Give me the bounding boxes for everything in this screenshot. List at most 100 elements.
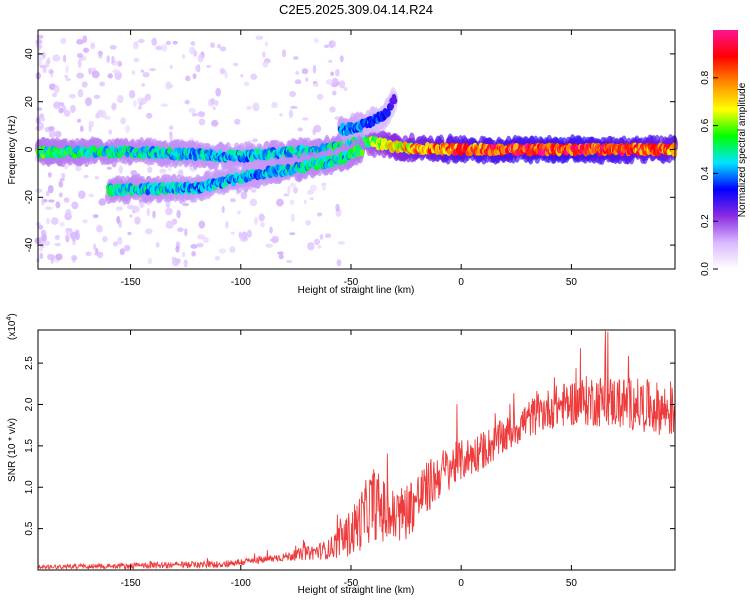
x-tick-label: -50 — [344, 578, 359, 589]
spectrogram-speckle — [108, 129, 112, 135]
snr-series-line — [37, 330, 676, 571]
spectrogram-speckle — [331, 90, 337, 96]
spectrogram-speckle — [243, 81, 250, 87]
spectrogram-speckle — [286, 259, 293, 264]
spectrogram-speckle — [93, 94, 101, 99]
spectrogram-marks — [34, 34, 678, 268]
snr-marks — [37, 330, 676, 571]
spectrogram-speckle — [124, 244, 131, 252]
snr-scale-prefix: (x10 — [7, 320, 18, 340]
spectrogram-speckle — [224, 70, 228, 79]
spectrogram-speckle — [250, 73, 258, 80]
spectrogram-speckle — [181, 54, 186, 59]
x-tick-label: 50 — [566, 578, 578, 589]
spectrogram-speckle — [155, 242, 160, 248]
spectrogram-speckle — [325, 79, 333, 85]
spectrogram-speckle — [88, 120, 94, 128]
spectrogram-speckle — [221, 205, 225, 214]
spectrogram-speckle — [234, 118, 241, 125]
spectrogram-speckle — [328, 59, 333, 64]
spectrogram-speckle — [55, 253, 63, 261]
spectrogram-speckle — [48, 129, 56, 139]
colorbar-gradient — [713, 30, 738, 269]
spectrogram-speckle — [59, 221, 65, 227]
spectrogram-cell — [671, 142, 677, 150]
spectrogram-speckle — [165, 207, 173, 216]
colorbar-label: Normalized spectral amplitude — [737, 82, 748, 217]
spectrogram-speckle — [319, 234, 324, 240]
spectrogram-speckle — [102, 235, 108, 243]
spectrogram-speckle — [71, 201, 79, 210]
figure-title: C2E5.2025.309.04.14.R24 — [279, 2, 433, 17]
spectrogram-speckle — [219, 46, 227, 52]
spectrogram-speckle — [168, 84, 173, 88]
spectrogram-speckle — [329, 40, 333, 49]
spectrogram-speckle — [118, 165, 123, 174]
spectrogram-speckle — [316, 212, 323, 217]
spectrogram-speckle — [165, 40, 171, 45]
spectrogram-speckle — [147, 166, 153, 173]
spectrogram-speckle — [94, 176, 100, 180]
spectrogram-speckle — [169, 132, 173, 142]
spectrogram-speckle — [98, 198, 107, 206]
spectrogram-speckle — [53, 101, 61, 109]
spectrogram-speckle — [191, 251, 197, 257]
spectrogram-speckle — [45, 206, 53, 210]
spectrogram-speckle — [99, 81, 106, 87]
spectrogram-speckle — [337, 240, 346, 245]
spectrogram-speckle — [127, 204, 135, 210]
spectrogram-speckle — [196, 242, 204, 248]
spectrogram-speckle — [251, 188, 257, 193]
spectrogram-speckle — [219, 68, 226, 75]
spectrogram-speckle — [307, 242, 315, 251]
spectrogram-speckle — [190, 244, 198, 249]
snr-axes: -150 -100 -50 0 50 0.5 1.0 1.5 2.0 2.5 — [24, 330, 675, 589]
spectrogram-speckle — [39, 65, 47, 69]
spectrogram-speckle — [184, 228, 188, 237]
spectrogram-speckle — [76, 72, 85, 79]
spectrogram-speckle — [41, 233, 47, 242]
y-tick-label: -20 — [24, 190, 35, 205]
y-tick-label: 0 — [24, 146, 35, 152]
spectrogram-speckle — [65, 64, 69, 74]
spectrogram-speckle — [287, 185, 291, 195]
spectrogram-speckle — [197, 111, 206, 118]
spectrogram-speckle — [133, 41, 139, 50]
spectrogram-speckle — [39, 246, 43, 252]
spectrogram-speckle — [116, 94, 124, 104]
spectrogram-speckle — [194, 65, 201, 72]
y-tick-label: 20 — [24, 96, 35, 108]
spectrogram-speckle — [140, 97, 147, 105]
spectrogram-speckle — [198, 220, 206, 229]
spectrogram-speckle — [124, 124, 131, 134]
spectrogram-speckle — [249, 198, 258, 207]
spectrogram-speckle — [312, 64, 317, 74]
spectrogram-speckle — [77, 118, 82, 123]
x-tick-label: 50 — [566, 277, 578, 288]
spectrogram-speckle — [283, 193, 290, 197]
spectrogram-speckle — [111, 55, 115, 64]
spectrogram-speckle — [61, 172, 66, 179]
spectrogram-speckle — [119, 248, 125, 256]
spectrogram-speckle — [137, 105, 142, 110]
spectrogram-speckle — [281, 49, 287, 58]
spectrogram-speckle — [82, 219, 88, 224]
spectrogram-speckle — [177, 227, 184, 233]
spectrogram-speckle — [312, 83, 319, 88]
spectrogram-speckle — [41, 197, 45, 206]
spectrogram-speckle — [336, 259, 342, 267]
spectrogram-speckle — [54, 234, 60, 240]
spectrogram-y-axis-label: Frequency (Hz) — [7, 116, 18, 185]
spectrogram-speckle — [277, 251, 284, 255]
spectrogram-speckle — [40, 117, 46, 122]
spectrogram-speckle — [303, 199, 307, 205]
spectrogram-speckle — [295, 70, 300, 75]
spectrogram-speckle — [185, 75, 191, 82]
spectrogram-speckle — [133, 100, 137, 108]
spectrogram-speckle — [51, 217, 59, 225]
spectrogram-speckle — [63, 197, 70, 203]
spectrogram-speckle — [84, 97, 92, 107]
spectrogram-speckle — [191, 112, 198, 117]
spectrogram-speckle — [70, 104, 76, 114]
spectrogram-speckle — [137, 38, 145, 44]
